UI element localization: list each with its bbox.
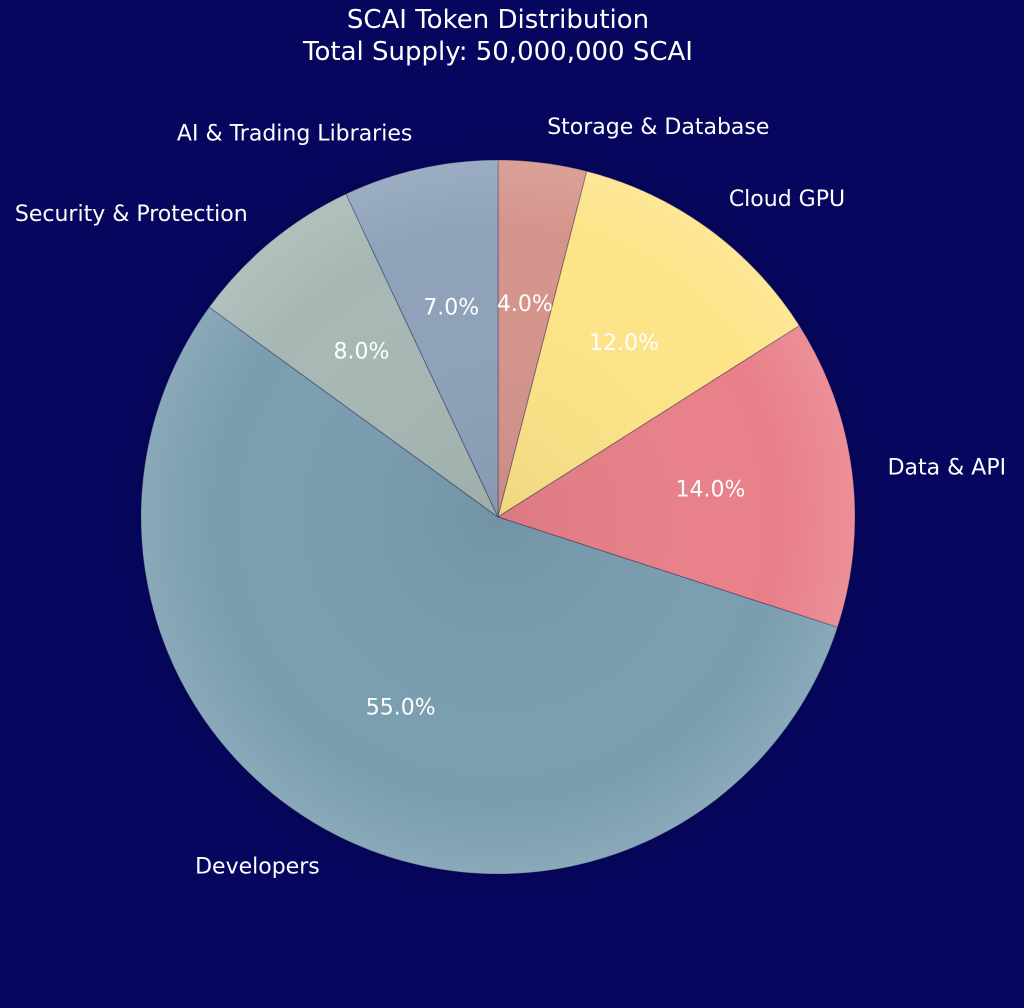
category-label-data-and-api: Data & API (888, 455, 1006, 480)
category-label-ai-and-trading-libraries: AI & Trading Libraries (177, 121, 412, 146)
pct-label-ai-and-trading-libraries: 7.0% (423, 295, 479, 320)
chart-title-line1: SCAI Token Distribution (347, 5, 649, 35)
pie-slices (140, 159, 856, 875)
pct-label-cloud-gpu: 12.0% (589, 331, 659, 356)
pct-label-storage-and-database: 4.0% (497, 292, 553, 317)
category-label-developers: Developers (195, 854, 320, 879)
chart-title-line2: Total Supply: 50,000,000 SCAI (302, 37, 693, 67)
pct-label-data-and-api: 14.0% (676, 478, 746, 503)
category-label-security-and-protection: Security & Protection (15, 202, 248, 227)
percentage-labels: 4.0% 12.0% 14.0% 55.0% 8.0% 7.0% (334, 292, 746, 720)
category-label-storage-and-database: Storage & Database (547, 115, 769, 140)
category-label-cloud-gpu: Cloud GPU (729, 187, 845, 212)
pct-label-security-and-protection: 8.0% (334, 339, 390, 364)
category-labels: Storage & Database Cloud GPU Data & API Dev… (15, 115, 1006, 880)
pct-label-developers: 55.0% (366, 695, 436, 720)
